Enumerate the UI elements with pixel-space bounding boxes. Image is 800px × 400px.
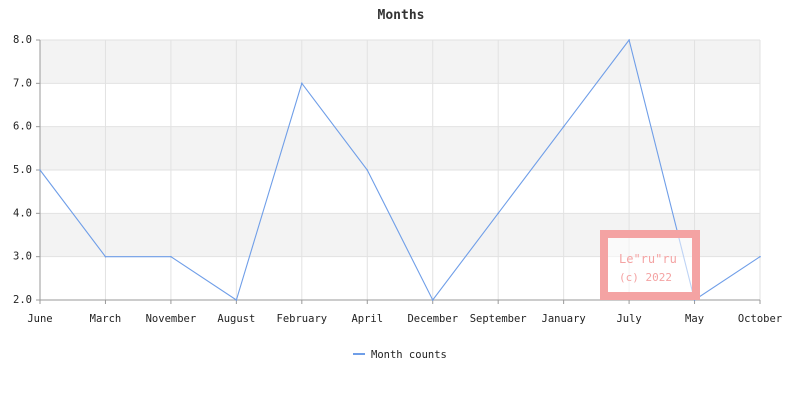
series-line xyxy=(39,38,761,302)
y-tick-label: 2.0 xyxy=(13,294,32,306)
x-tick-label: June xyxy=(27,313,52,325)
legend-label: Month counts xyxy=(371,349,447,361)
data-point xyxy=(301,82,303,85)
x-tick-label: November xyxy=(146,313,197,325)
data-point xyxy=(431,299,434,301)
plot-band xyxy=(40,170,760,214)
plot-band xyxy=(40,83,760,127)
legend: Month counts xyxy=(353,349,447,361)
watermark-line1: Le"ru"ru xyxy=(619,252,677,266)
x-tick-labels: June March November August February April Dece… xyxy=(27,313,782,325)
data-point xyxy=(562,125,565,128)
watermark: Le"ru"ru (c) 2022 xyxy=(600,230,700,300)
y-tick-label: 7.0 xyxy=(13,77,32,89)
y-tick-label: 3.0 xyxy=(13,251,32,263)
x-tick-label: July xyxy=(616,313,641,325)
x-tick-label: January xyxy=(542,313,586,325)
y-tick-label: 4.0 xyxy=(13,207,32,219)
data-point xyxy=(366,169,369,171)
y-tick-label: 5.0 xyxy=(13,164,32,176)
data-point xyxy=(235,299,238,301)
x-tick-label: February xyxy=(277,313,328,325)
data-point xyxy=(497,212,499,215)
x-tick-label: March xyxy=(90,313,122,325)
data-point xyxy=(759,255,761,258)
watermark-frame xyxy=(600,230,700,300)
x-tick-label: April xyxy=(351,313,383,325)
x-tick-label: September xyxy=(470,313,527,325)
y-tick-labels: 2.0 3.0 4.0 5.0 6.0 7.0 8.0 xyxy=(13,34,32,306)
plot-band xyxy=(40,40,760,84)
plot-band xyxy=(40,126,760,170)
x-tick-label: December xyxy=(407,313,458,325)
data-point xyxy=(39,169,41,171)
x-tick-label: May xyxy=(685,313,704,325)
x-tick-label: October xyxy=(738,313,782,325)
data-point xyxy=(104,255,107,258)
y-tick-label: 8.0 xyxy=(13,34,32,46)
data-point xyxy=(628,39,630,41)
watermark-line2: (c) 2022 xyxy=(619,271,672,284)
data-point xyxy=(170,255,172,258)
y-tick-label: 6.0 xyxy=(13,121,32,133)
x-tick-label: August xyxy=(217,313,255,325)
chart-title: Months xyxy=(378,8,425,23)
series-lines xyxy=(39,38,761,302)
